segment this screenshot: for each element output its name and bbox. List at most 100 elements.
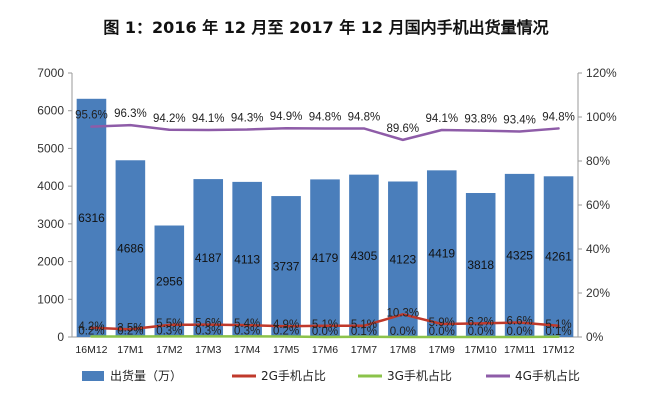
series-2g-label: 5.1%	[351, 319, 377, 331]
series-2g-label: 10.3%	[387, 307, 420, 319]
x-tick-label: 17M10	[465, 344, 497, 356]
x-tick-label: 17M12	[542, 344, 574, 356]
right-tick-label: 100%	[586, 110, 617, 124]
bar	[76, 98, 107, 337]
lines-group	[90, 123, 560, 339]
left-tick-label: 6000	[37, 104, 64, 118]
bar	[465, 193, 496, 337]
bar-value-label: 4419	[428, 247, 455, 261]
bar-value-label: 4179	[312, 251, 339, 265]
legend-label-1: 2G手机占比	[261, 368, 326, 383]
bar-value-label: 4113	[234, 252, 260, 266]
bar	[543, 176, 574, 337]
bar-value-label: 4305	[351, 249, 378, 263]
left-tick-label: 0	[57, 330, 64, 344]
bar-value-label: 4123	[389, 252, 416, 266]
x-tick-label: 17M7	[351, 344, 377, 356]
bar-value-label: 4325	[506, 248, 533, 262]
bar	[115, 160, 146, 337]
series-3g-label: 0.0%	[468, 326, 494, 338]
bar	[426, 170, 457, 337]
right-tick-label: 80%	[586, 154, 610, 168]
x-tick-label: 17M5	[273, 344, 299, 356]
left-tick-label: 5000	[37, 141, 64, 155]
bar	[310, 179, 340, 337]
legend-swatch-bar	[82, 371, 104, 381]
series-3g-label: 0.1%	[351, 326, 377, 338]
legend-label-3: 4G手机占比	[515, 368, 580, 383]
series-4g-label: 94.8%	[348, 111, 381, 123]
x-tick-label: 17M4	[234, 344, 260, 356]
x-tick-label: 16M12	[75, 344, 107, 356]
series-3g-label: 0.1%	[545, 326, 571, 338]
series-3g-label: 0.2%	[273, 326, 299, 338]
x-tick-label: 17M2	[156, 344, 182, 356]
bar-value-label: 4187	[195, 251, 222, 265]
chart-title: 图 1：2016 年 12 月至 2017 年 12 月国内手机出货量情况	[103, 18, 548, 37]
legend-label-shipments: 出货量（万）	[110, 368, 182, 383]
left-tick-label: 2000	[37, 255, 64, 269]
series-4g-label: 94.2%	[153, 113, 186, 125]
series-line-2	[90, 335, 560, 339]
bar-value-label: 3737	[273, 260, 300, 274]
bar	[271, 196, 301, 337]
x-tick-label: 17M8	[390, 344, 416, 356]
right-tick-label: 0%	[586, 330, 604, 344]
bar	[504, 173, 535, 337]
bar	[388, 181, 418, 337]
series-4g-label: 94.9%	[270, 111, 303, 123]
right-tick-label: 20%	[586, 286, 610, 300]
series-2g-label: 5.4%	[234, 318, 260, 330]
series-2g-label: 5.9%	[429, 317, 455, 329]
axes: 0 1000 2000 3000 4000 5000 6000 7000 0% 20% 40% 60%…	[37, 66, 617, 356]
series-line-3	[90, 123, 560, 142]
right-tick-label: 40%	[586, 242, 610, 256]
series-4g-label: 94.8%	[309, 111, 342, 123]
series-2g-label: 5.1%	[545, 319, 571, 331]
series-3g-label: 0.0%	[390, 326, 416, 338]
series-4g-label: 93.4%	[503, 115, 536, 127]
bar	[193, 179, 224, 337]
labels-group: 6316 4686 2956 4187 4113 3737 4179 4305 4123 4419…	[75, 108, 575, 338]
series-4g-label: 89.6%	[387, 123, 420, 135]
x-tick-label: 17M3	[195, 344, 221, 356]
right-tick-label: 120%	[586, 66, 617, 80]
series-2g-label: 5.6%	[195, 318, 221, 330]
x-tick-label: 17M1	[117, 344, 143, 356]
series-2g-label: 4.9%	[273, 319, 299, 331]
series-3g-label: 0.2%	[78, 326, 104, 338]
bar-value-label: 4686	[117, 242, 144, 256]
series-3g-label: 0.3%	[234, 325, 260, 337]
x-tick-label: 17M6	[312, 344, 338, 356]
bar	[154, 225, 185, 337]
x-tick-label: 17M9	[429, 344, 455, 356]
series-3g-label: 0.3%	[195, 325, 221, 337]
series-3g-label: 0.0%	[429, 326, 455, 338]
bar-value-label: 3818	[467, 258, 494, 272]
series-3g-label: 0.2%	[117, 326, 143, 338]
series-2g-label: 5.5%	[156, 318, 182, 330]
left-tick-label: 7000	[37, 66, 64, 80]
series-2g-label: 3.5%	[117, 322, 143, 334]
series-4g-label: 94.8%	[542, 111, 575, 123]
series-3g-label: 0.3%	[156, 325, 182, 337]
series-2g-label: 5.1%	[312, 319, 338, 331]
left-tick-label: 4000	[37, 179, 64, 193]
series-3g-label: 0.0%	[312, 326, 338, 338]
series-2g-label: 4.2%	[78, 321, 104, 333]
series-4g-label: 93.8%	[464, 114, 497, 126]
series-4g-label: 94.1%	[192, 113, 225, 125]
bar-value-label: 4261	[545, 250, 572, 264]
bar	[349, 174, 379, 337]
series-2g-label: 6.2%	[468, 316, 494, 328]
legend: 出货量（万） 2G手机占比 3G手机占比 4G手机占比	[82, 368, 580, 383]
series-4g-label: 96.3%	[114, 108, 147, 120]
bar-value-label: 6316	[78, 211, 105, 225]
legend-label-2: 3G手机占比	[387, 368, 452, 383]
series-4g-label: 95.6%	[75, 110, 108, 122]
bars-group	[76, 98, 574, 337]
right-tick-label: 60%	[586, 198, 610, 212]
series-4g-label: 94.1%	[425, 113, 458, 125]
left-tick-label: 3000	[37, 217, 64, 231]
